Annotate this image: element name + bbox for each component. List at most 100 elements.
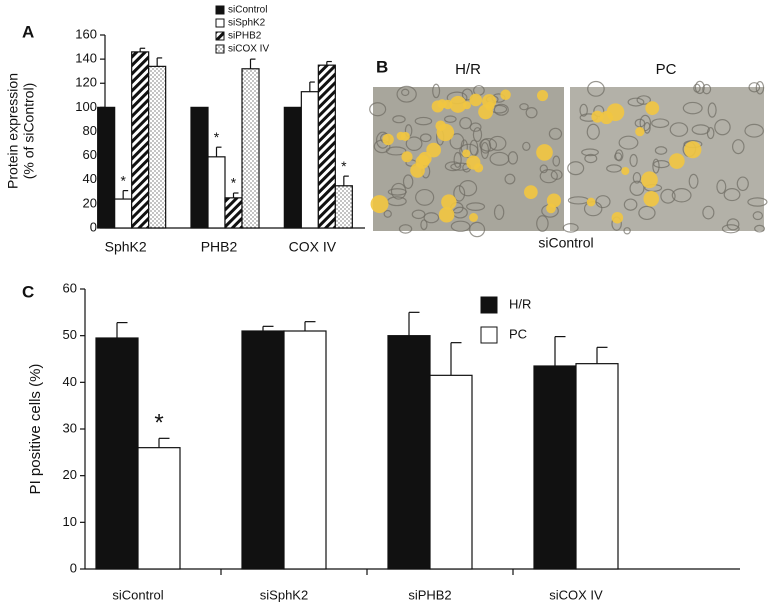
legend-label: siSphK2 bbox=[228, 18, 266, 29]
cell bbox=[634, 118, 646, 128]
cell bbox=[629, 180, 645, 197]
stained-cell bbox=[436, 123, 455, 142]
stained-cell bbox=[643, 190, 660, 207]
stained-cell bbox=[599, 111, 614, 125]
cell bbox=[401, 88, 410, 97]
cell bbox=[469, 122, 482, 132]
cell bbox=[623, 227, 631, 235]
cell bbox=[567, 161, 585, 176]
cell bbox=[682, 101, 703, 115]
cell bbox=[459, 116, 473, 130]
cell bbox=[614, 149, 624, 162]
cell bbox=[420, 219, 428, 231]
cell bbox=[748, 82, 761, 93]
cell bbox=[723, 188, 741, 202]
cell bbox=[714, 118, 731, 136]
y-tick-label: 80 bbox=[83, 123, 97, 138]
cell bbox=[587, 80, 605, 97]
cell bbox=[414, 116, 433, 126]
cell bbox=[660, 188, 676, 204]
cell bbox=[472, 127, 483, 143]
cell bbox=[369, 102, 387, 117]
stained-cell bbox=[469, 213, 478, 222]
cell bbox=[694, 80, 705, 95]
legend-label: siPHB2 bbox=[228, 31, 262, 42]
stained-cell bbox=[684, 141, 702, 159]
legend-swatch bbox=[480, 296, 498, 314]
stained-cell bbox=[401, 151, 413, 163]
cell bbox=[383, 209, 392, 218]
bar bbox=[224, 197, 243, 229]
cell bbox=[504, 173, 516, 185]
y-tick-label: 10 bbox=[63, 514, 77, 529]
image-caption: siControl bbox=[538, 235, 593, 251]
cell bbox=[522, 141, 531, 151]
stained-cell bbox=[669, 153, 685, 169]
x-tick-label: SphK2 bbox=[105, 239, 147, 255]
stained-cell bbox=[536, 144, 553, 161]
significance-marker: * bbox=[214, 129, 220, 145]
y-tick-label: 20 bbox=[83, 195, 97, 210]
x-tick-label: siControl bbox=[112, 587, 163, 602]
stained-cell bbox=[462, 149, 471, 158]
panel-label: B bbox=[376, 57, 388, 76]
cell bbox=[688, 173, 699, 189]
stained-cell bbox=[500, 89, 511, 101]
cell bbox=[402, 174, 414, 189]
cell bbox=[629, 153, 638, 168]
stained-cell bbox=[449, 95, 467, 113]
bar bbox=[114, 198, 133, 229]
cell bbox=[480, 141, 490, 160]
cell bbox=[450, 220, 471, 232]
y-tick-label: 140 bbox=[75, 51, 97, 66]
y-tick-label: 60 bbox=[83, 147, 97, 162]
cell bbox=[405, 136, 423, 151]
legend-swatch bbox=[215, 18, 225, 28]
y-tick-label: 30 bbox=[63, 420, 77, 435]
cell bbox=[636, 95, 651, 105]
stained-cell bbox=[546, 203, 556, 214]
x-tick-label: COX IV bbox=[289, 239, 337, 255]
cell bbox=[643, 122, 651, 134]
stained-cell bbox=[441, 194, 457, 210]
y-tick-label: 0 bbox=[70, 560, 77, 575]
panel-label: C bbox=[22, 282, 34, 301]
cell bbox=[411, 209, 426, 220]
legend-swatch bbox=[215, 5, 225, 15]
bar bbox=[429, 374, 473, 570]
y-tick-label: 40 bbox=[83, 171, 97, 186]
stained-cell bbox=[536, 89, 549, 102]
stained-cell bbox=[635, 127, 645, 137]
cell bbox=[444, 115, 457, 123]
cell bbox=[584, 153, 598, 164]
stained-cell bbox=[410, 163, 425, 178]
cell bbox=[618, 135, 639, 150]
cell bbox=[390, 182, 407, 200]
cell bbox=[396, 85, 417, 103]
legend-label: H/R bbox=[509, 296, 531, 311]
cell bbox=[548, 127, 563, 140]
cell bbox=[419, 133, 432, 143]
bar bbox=[283, 106, 302, 229]
bar bbox=[575, 363, 619, 570]
panel-label: A bbox=[22, 22, 34, 41]
cell bbox=[623, 198, 638, 211]
bar bbox=[300, 91, 319, 229]
cell bbox=[721, 224, 740, 234]
cell bbox=[444, 161, 462, 172]
legend-label: siCOX IV bbox=[228, 44, 269, 55]
cell bbox=[744, 123, 764, 138]
legend-label: PC bbox=[509, 326, 527, 341]
cell bbox=[747, 197, 768, 207]
stained-cell bbox=[641, 171, 658, 189]
cell bbox=[392, 115, 406, 124]
cell bbox=[519, 103, 529, 111]
stained-cell bbox=[611, 211, 624, 224]
cell bbox=[716, 179, 727, 195]
cell bbox=[536, 215, 549, 232]
bar bbox=[190, 106, 209, 229]
cell bbox=[702, 83, 712, 95]
cell bbox=[638, 205, 656, 221]
micrograph bbox=[570, 87, 764, 231]
legend-label: siControl bbox=[228, 5, 267, 16]
